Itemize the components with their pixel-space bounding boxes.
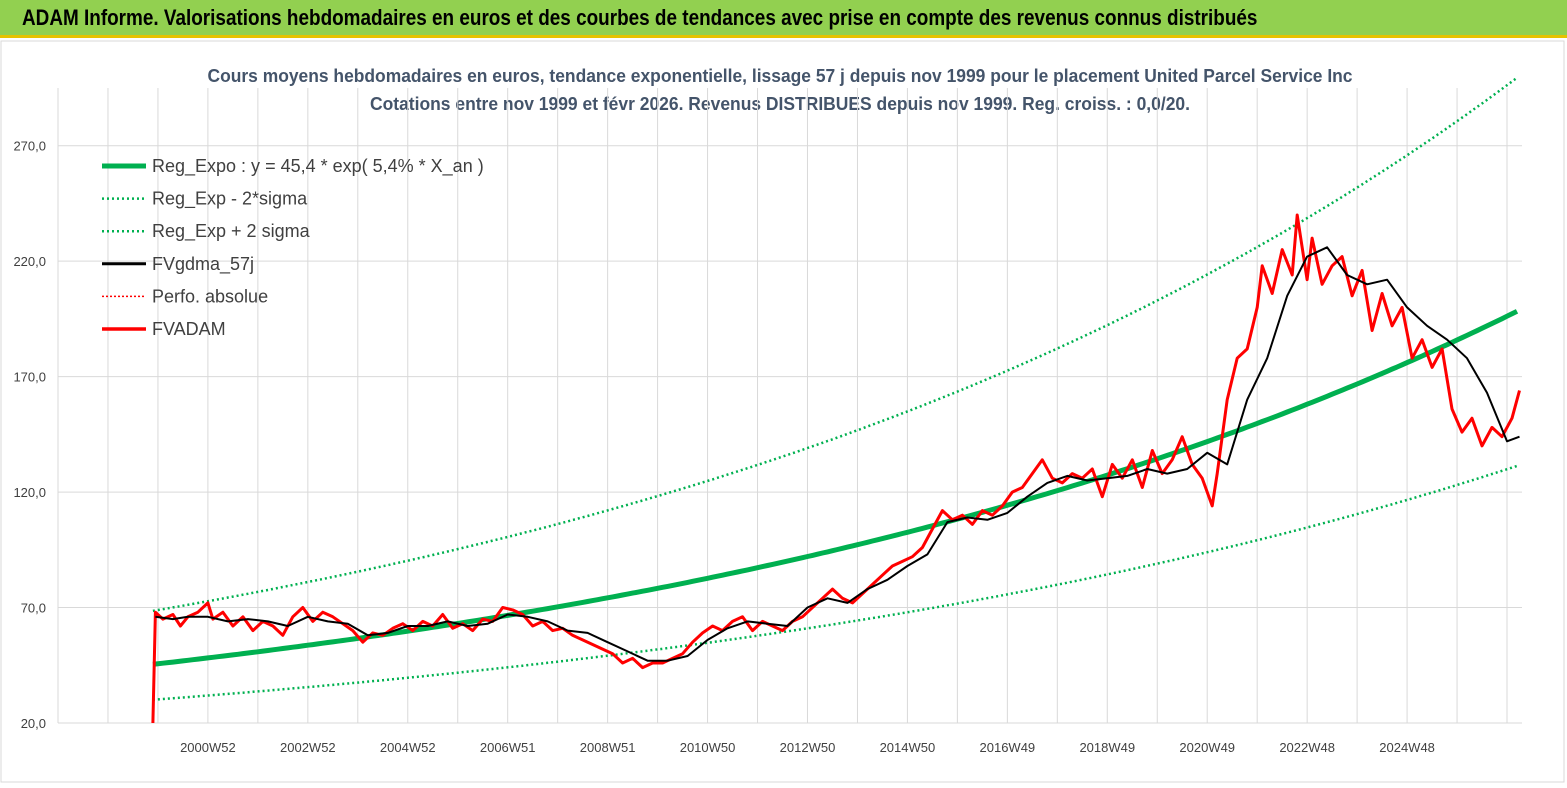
y-tick-label: 220,0 [13, 254, 46, 269]
x-tick-label: 2004W52 [380, 740, 436, 755]
y-tick-label: 120,0 [13, 485, 46, 500]
chart-title: Cours moyens hebdomadaires en euros, ten… [208, 66, 1353, 86]
x-tick-label: 2000W52 [180, 740, 236, 755]
chart-border [0, 40, 1565, 783]
x-tick-label: 2010W50 [680, 740, 736, 755]
chart-svg: Cours moyens hebdomadaires en euros, ten… [0, 40, 1565, 783]
y-tick-label: 170,0 [13, 370, 46, 385]
legend-perfo-absolue-label: Perfo. absolue [152, 286, 268, 306]
y-tick-label: 270,0 [13, 139, 46, 154]
y-tick-label: 20,0 [21, 716, 46, 731]
legend-fvgdma-label: FVgdma_57j [152, 254, 254, 275]
x-tick-label: 2020W49 [1179, 740, 1235, 755]
axes: 20,0 70,0 120,0 170,0 220,0 270,0 2000W52 2002W… [13, 139, 1434, 755]
x-tick-label: 2002W52 [280, 740, 336, 755]
legend-trend-minus-2sigma-label: Reg_Exp - 2*sigma [152, 189, 308, 210]
legend-trend-plus-2sigma-label: Reg_Exp + 2 sigma [152, 221, 311, 242]
x-tick-label: 2012W50 [780, 740, 836, 755]
legend: Reg_Expo : y = 45,4 * exp( 5,4% * X_an )… [102, 156, 484, 339]
x-tick-label: 2008W51 [580, 740, 636, 755]
report-banner: ADAM Informe. Valorisations hebdomadaire… [0, 0, 1567, 38]
fvadam-line [151, 213, 1521, 724]
gridlines [57, 88, 1522, 724]
trend-plus-2sigma-line [152, 76, 1518, 613]
x-tick-label: 2018W49 [1079, 740, 1135, 755]
x-tick-label: 2006W51 [480, 740, 536, 755]
series [151, 76, 1521, 724]
y-tick-label: 70,0 [21, 601, 46, 616]
x-tick-label: 2016W49 [980, 740, 1036, 755]
x-tick-label: 2022W48 [1279, 740, 1335, 755]
x-tick-label: 2014W50 [880, 740, 936, 755]
chart-area: Cours moyens hebdomadaires en euros, ten… [0, 40, 1567, 783]
legend-fvadam-label: FVADAM [152, 319, 226, 339]
report-title: ADAM Informe. Valorisations hebdomadaire… [22, 5, 1258, 30]
legend-trend-expo-label: Reg_Expo : y = 45,4 * exp( 5,4% * X_an ) [152, 156, 484, 177]
x-tick-label: 2024W48 [1379, 740, 1435, 755]
chart-subtitle: Cotations entre nov 1999 et févr 2026. R… [370, 94, 1190, 114]
fvgdma-line [155, 246, 1520, 662]
trend-minus-2sigma-line [152, 464, 1518, 702]
